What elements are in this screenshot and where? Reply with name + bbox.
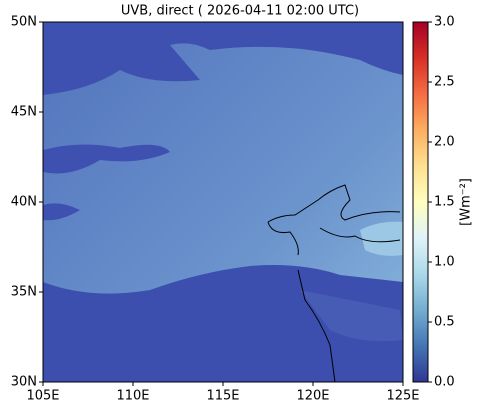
- y-tick-label: 40N: [11, 195, 37, 210]
- colorbar-tick-label: 0.0: [434, 375, 455, 390]
- y-tick-label: 45N: [11, 105, 37, 120]
- colorbar-tick-label: 1.0: [434, 255, 455, 270]
- chart-title: UVB, direct ( 2026-04-11 02:00 UTC): [121, 4, 359, 19]
- y-tick-label: 35N: [11, 285, 37, 300]
- x-tick-label: 125E: [386, 389, 419, 404]
- colorbar-tick-label: 2.0: [434, 135, 455, 150]
- x-tick-label: 105E: [26, 389, 59, 404]
- x-tick-label: 110E: [116, 389, 149, 404]
- x-tick-label: 115E: [206, 389, 239, 404]
- y-tick-label: 30N: [11, 375, 37, 390]
- colorbar-tick-label: 3.0: [434, 15, 455, 30]
- colorbar: [412, 21, 429, 383]
- x-tick-label: 120E: [296, 389, 329, 404]
- colorbar-tick-label: 2.5: [434, 75, 455, 90]
- colorbar-tick-label: 0.5: [434, 315, 455, 330]
- colorbar-label: [Wm⁻²]: [459, 178, 474, 226]
- map-field: [43, 22, 403, 382]
- colorbar-tick-label: 1.5: [434, 195, 455, 210]
- y-tick-label: 50N: [11, 15, 37, 30]
